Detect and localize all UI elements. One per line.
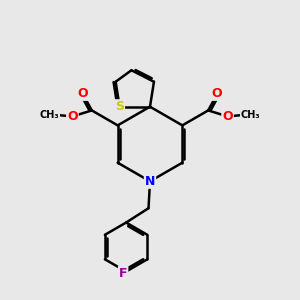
Text: O: O [212,87,223,100]
Text: O: O [67,110,78,123]
Text: CH₃: CH₃ [241,110,260,120]
Text: S: S [115,100,124,113]
Text: O: O [77,87,88,100]
Text: F: F [119,266,128,280]
Text: CH₃: CH₃ [40,110,59,120]
Text: O: O [222,110,233,123]
Text: N: N [145,175,155,188]
